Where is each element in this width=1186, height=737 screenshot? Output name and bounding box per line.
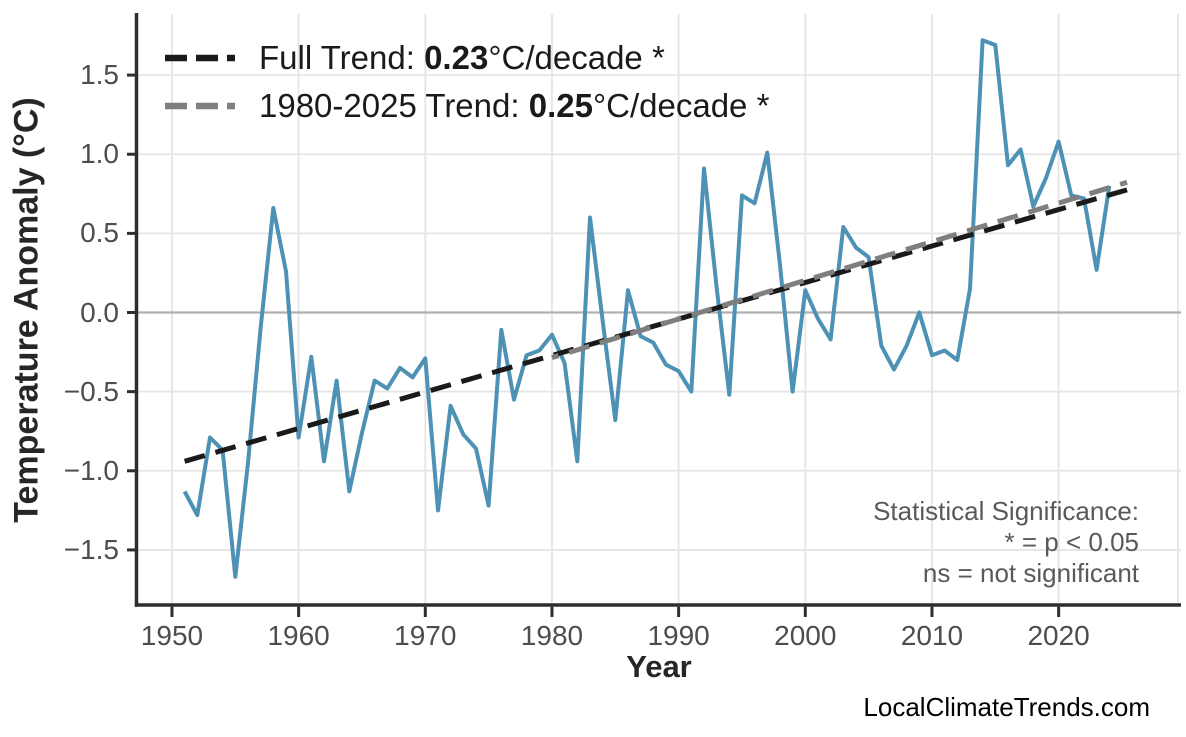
- temperature-anomaly-series-line: [182, 38, 1112, 579]
- full-trend-label-suffix: °C/decade *: [488, 39, 665, 76]
- full-trend-line: [183, 187, 1128, 464]
- x-tick-label: 1950: [140, 620, 204, 651]
- significance-note-title: Statistical Significance:: [873, 496, 1139, 526]
- legend-item-full-trend: Full Trend: 0.23°C/decade *: [165, 38, 769, 78]
- subset-trend-label: 1980-2025 Trend: 0.25°C/decade *: [259, 87, 769, 125]
- y-tick-label: 0.0: [80, 296, 119, 328]
- x-tick-label: 2010: [900, 620, 964, 651]
- x-tick-label: 1970: [394, 620, 457, 651]
- y-tick-label: 1.0: [80, 138, 119, 170]
- full-trend-rate-value: 0.23: [424, 39, 489, 76]
- full-trend-label-prefix: Full Trend:: [259, 39, 425, 76]
- y-tick-label: 1.5: [80, 59, 119, 91]
- x-tick-label: 2000: [774, 620, 837, 651]
- subset-trend-line: [551, 179, 1128, 361]
- x-tick-label: 2020: [1027, 620, 1090, 651]
- significance-note-star: * = p < 0.05: [1004, 527, 1139, 557]
- full-trend-label: Full Trend: 0.23°C/decade *: [259, 39, 665, 77]
- x-axis-title: Year: [626, 649, 692, 684]
- legend: Full Trend: 0.23°C/decade * 1980-2025 Tr…: [165, 38, 769, 126]
- y-tick-label: 0.5: [80, 217, 119, 249]
- y-tick-label: −0.5: [63, 375, 119, 407]
- x-tick-label: 1990: [647, 620, 710, 651]
- watermark: LocalClimateTrends.com: [863, 692, 1150, 722]
- y-tick-label: −1.5: [63, 533, 119, 565]
- legend-item-subset-trend: 1980-2025 Trend: 0.25°C/decade *: [165, 86, 769, 126]
- y-tick-label: −1.0: [63, 454, 119, 486]
- subset-trend-label-suffix: °C/decade *: [592, 87, 770, 124]
- x-tick-label: 1980: [520, 620, 584, 651]
- full-trend-dash-icon: [165, 54, 235, 62]
- subset-trend-label-prefix: 1980-2025 Trend:: [259, 87, 529, 124]
- significance-note-ns: ns = not significant: [922, 558, 1139, 588]
- subset-trend-rate-value: 0.25: [528, 87, 593, 124]
- subset-trend-dash-icon: [165, 102, 235, 110]
- significance-note: Statistical Significance: * = p < 0.05 n…: [873, 496, 1139, 589]
- x-tick-label: 1960: [267, 620, 330, 651]
